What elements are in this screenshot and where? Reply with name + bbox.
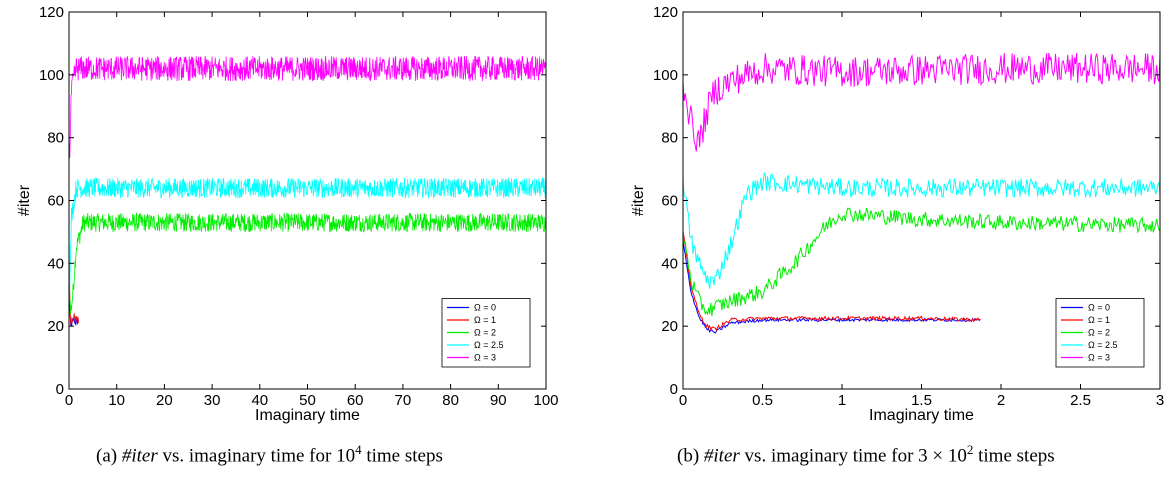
caption-a-label: (a) (96, 445, 118, 467)
caption-a-text: vs. imaginary time for (162, 445, 332, 467)
series-line-b-0 (682, 241, 981, 334)
caption-a: (a) #iter vs. imaginary time for 104 tim… (96, 442, 443, 467)
x-tick-label-b-2: 1 (838, 392, 846, 409)
chart-a: 0 10 20 30 40 50 60 70 80 90 100 0 20 40 60 80 100 120 Ima… (16, 4, 559, 424)
series-line-a-2 (68, 212, 547, 315)
x-axis-label-b: Imaginary time (869, 407, 974, 424)
legend-b: Ω = 0 Ω = 1 Ω = 2 Ω = 2.5 Ω = 3 (1055, 298, 1145, 368)
series-line-a-1 (68, 257, 79, 325)
legend-entry-b-2: Ω = 2 (1088, 328, 1110, 338)
y-tick-label-a-2: 40 (47, 255, 64, 272)
x-tick-label-a-2: 20 (156, 392, 173, 409)
x-tick-label-b-3: 1.5 (911, 392, 932, 409)
x-tick-label-b-6: 3 (1156, 392, 1164, 409)
x-axis-label-a: Imaginary time (255, 407, 360, 424)
y-tick-label-b-0: 0 (670, 381, 678, 398)
y-tick-label-b-3: 60 (661, 193, 678, 210)
legend-entry-a-4: Ω = 3 (474, 353, 496, 363)
caption-b-base: 3 × 10 (918, 445, 967, 467)
y-tick-label-a-4: 80 (47, 130, 64, 147)
x-tick-label-a-9: 90 (490, 392, 507, 409)
series-line-b-2 (682, 207, 1161, 317)
x-tick-label-b-4: 2 (997, 392, 1005, 409)
x-tick-label-a-8: 80 (442, 392, 459, 409)
series-line-a-3 (68, 176, 547, 285)
x-tick-label-b-5: 2.5 (1070, 392, 1091, 409)
legend-entry-b-4: Ω = 3 (1088, 353, 1110, 363)
caption-a-exp: 4 (355, 442, 362, 457)
caption-b-exp: 2 (966, 442, 974, 457)
legend-entry-a-1: Ω = 1 (474, 315, 496, 325)
y-tick-label-a-1: 20 (47, 318, 64, 335)
series-line-b-3 (682, 171, 1161, 289)
x-tick-label-b-1: 0.5 (752, 392, 773, 409)
legend-entry-a-3: Ω = 2.5 (474, 340, 504, 350)
x-tick-label-b-0: 0 (679, 392, 687, 409)
caption-b: (b) #iter vs. imaginary time for 3 × 102… (677, 442, 1055, 467)
x-tick-label-a-7: 70 (395, 392, 412, 409)
caption-b-text: vs. imaginary time for (744, 445, 914, 467)
y-tick-label-b-2: 40 (661, 255, 678, 272)
caption-b-var: #iter (703, 445, 740, 467)
y-tick-label-b-1: 20 (661, 318, 678, 335)
series-line-b-4 (682, 52, 1161, 152)
caption-a-base: 10 (336, 445, 356, 467)
x-tick-label-a-0: 0 (65, 392, 73, 409)
y-tick-label-a-5: 100 (39, 67, 64, 84)
legend-a: Ω = 0 Ω = 1 Ω = 2 Ω = 2.5 Ω = 3 (441, 298, 531, 368)
caption-b-label: (b) (677, 445, 700, 467)
x-tick-label-a-4: 40 (251, 392, 268, 409)
caption-b-tail: time steps (978, 445, 1055, 467)
y-tick-label-a-0: 0 (56, 381, 64, 398)
series-line-a-4 (68, 55, 547, 158)
x-tick-label-a-10: 100 (533, 392, 558, 409)
y-tick-label-b-6: 120 (653, 4, 678, 21)
y-tick-label-a-3: 60 (47, 193, 64, 210)
series-line-b-1 (682, 231, 981, 332)
y-tick-label-a-6: 120 (39, 4, 64, 21)
x-tick-label-a-3: 30 (204, 392, 221, 409)
legend-entry-a-2: Ω = 2 (474, 328, 496, 338)
chart-b: 0 0.5 1 1.5 2 2.5 3 0 20 40 60 80 100 120 Imaginary ti… (630, 4, 1164, 424)
y-tick-label-b-4: 80 (661, 130, 678, 147)
legend-entry-b-0: Ω = 0 (1088, 303, 1110, 313)
x-tick-label-a-5: 50 (299, 392, 316, 409)
legend-entry-b-1: Ω = 1 (1088, 315, 1110, 325)
x-tick-label-a-1: 10 (108, 392, 125, 409)
y-axis-label-a: #iter (16, 184, 33, 216)
caption-a-var: #iter (121, 445, 158, 467)
x-tick-label-a-6: 60 (347, 392, 364, 409)
y-axis-label-b: #iter (630, 184, 647, 216)
legend-entry-b-3: Ω = 2.5 (1088, 340, 1118, 350)
y-tick-label-b-5: 100 (653, 67, 678, 84)
legend-entry-a-0: Ω = 0 (474, 303, 496, 313)
caption-a-tail: time steps (366, 445, 443, 467)
